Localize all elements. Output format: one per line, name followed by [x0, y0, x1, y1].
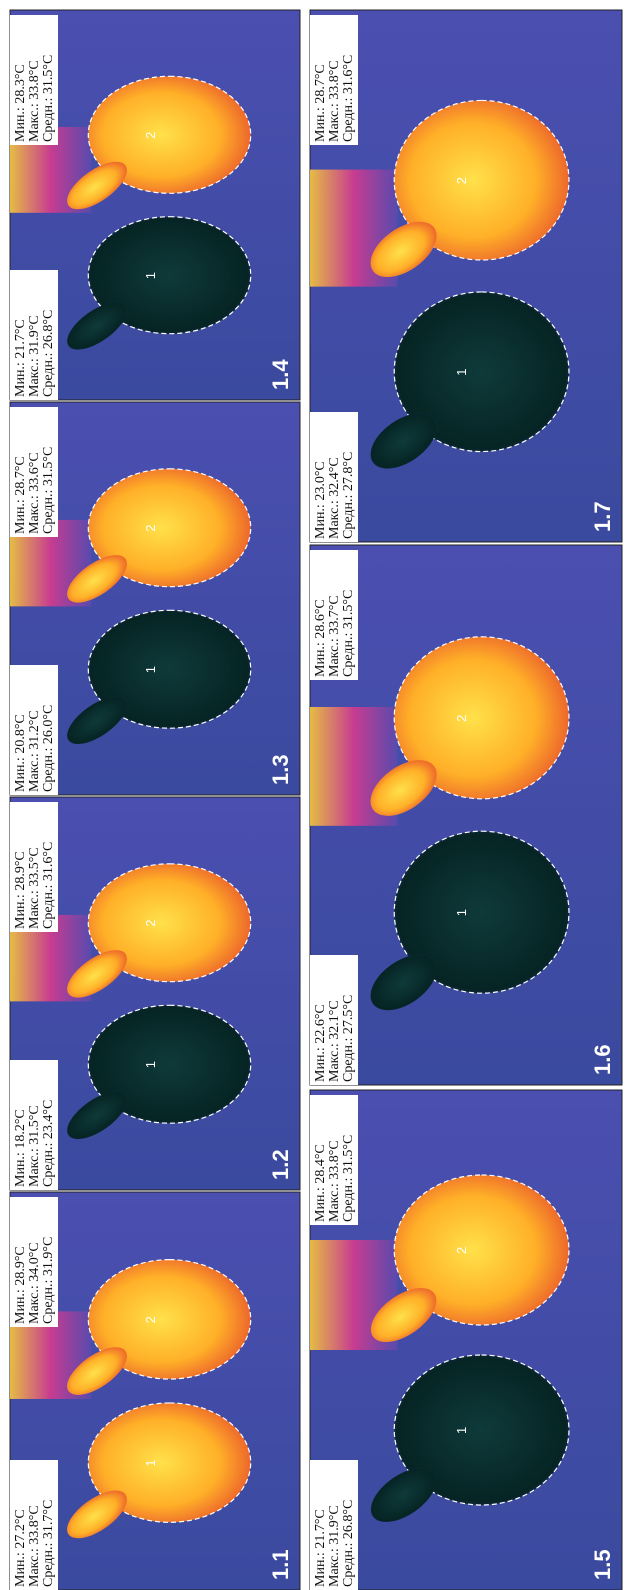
stat-line: Мин.: 28.3°C: [13, 64, 28, 142]
hand-number: 1: [143, 272, 158, 279]
stat-line: Макс.: 34.0°C: [27, 1242, 42, 1324]
hand-number: 1: [143, 1459, 158, 1466]
panel-label: 1.6: [590, 1044, 615, 1075]
stat-line: Средн.: 23.4°C: [41, 1100, 56, 1187]
stat-line: Мин.: 22.6°C: [313, 1004, 328, 1082]
stat-line: Макс.: 32.1°C: [327, 1000, 342, 1082]
stat-line: Средн.: 31.6°C: [341, 55, 356, 142]
hand-number: 2: [454, 177, 469, 184]
stat-line: Мин.: 28.7°C: [13, 456, 28, 534]
stat-line: Макс.: 33.8°C: [27, 60, 42, 142]
stat-line: Макс.: 33.8°C: [327, 1140, 342, 1222]
stat-line: Средн.: 31.5°C: [341, 590, 356, 677]
hand-number: 2: [454, 1247, 469, 1254]
stat-line: Макс.: 31.9°C: [27, 315, 42, 397]
hand-number: 2: [143, 920, 158, 927]
stat-line: Макс.: 31.9°C: [327, 1505, 342, 1587]
stat-line: Макс.: 33.7°C: [327, 595, 342, 677]
hand-number: 1: [143, 666, 158, 673]
hand-number: 2: [143, 525, 158, 532]
stat-line: Мин.: 20.8°C: [13, 714, 28, 792]
panel-label: 1.2: [268, 1149, 293, 1180]
stat-line: Мин.: 28.6°C: [313, 599, 328, 677]
stat-line: Средн.: 31.5°C: [341, 1135, 356, 1222]
stat-line: Макс.: 31.5°C: [27, 1105, 42, 1187]
figure: 1Мин.: 27.2°CМакс.: 33.8°CСредн.: 31.7°C…: [0, 0, 630, 1590]
stat-line: Средн.: 31.9°C: [41, 1237, 56, 1324]
stat-line: Средн.: 31.7°C: [41, 1500, 56, 1587]
panel-label: 1.3: [268, 754, 293, 785]
stat-line: Мин.: 21.7°C: [313, 1509, 328, 1587]
hand-number: 2: [143, 1316, 158, 1323]
stat-line: Мин.: 27.2°C: [13, 1509, 28, 1587]
stat-line: Средн.: 27.5°C: [341, 995, 356, 1082]
stat-line: Средн.: 26.8°C: [341, 1500, 356, 1587]
panel-label: 1.7: [590, 501, 615, 532]
hand-number: 1: [454, 1427, 469, 1434]
stat-line: Средн.: 31.5°C: [41, 447, 56, 534]
stat-line: Мин.: 28.9°C: [13, 851, 28, 929]
hand-number: 1: [454, 909, 469, 916]
hand-number: 2: [454, 715, 469, 722]
hand-number: 2: [143, 132, 158, 139]
panel-label: 1.4: [268, 359, 293, 390]
stat-line: Макс.: 32.4°C: [327, 457, 342, 539]
stat-line: Средн.: 27.8°C: [341, 452, 356, 539]
stat-line: Средн.: 26.0°C: [41, 705, 56, 792]
hand-number: 1: [454, 369, 469, 376]
stat-line: Макс.: 33.8°C: [27, 1505, 42, 1587]
stat-line: Макс.: 33.6°C: [27, 452, 42, 534]
stat-line: Мин.: 28.4°C: [313, 1144, 328, 1222]
stat-line: Макс.: 33.5°C: [27, 847, 42, 929]
stat-line: Средн.: 31.5°C: [41, 55, 56, 142]
stat-line: Мин.: 18.2°C: [13, 1109, 28, 1187]
stat-line: Мин.: 28.7°C: [313, 64, 328, 142]
panel: 1 Мин.: 20.8°CМакс.: 31.2°CСредн.: 26.0°C…: [10, 402, 300, 795]
stat-line: Мин.: 23.0°C: [313, 461, 328, 539]
hand-number: 1: [143, 1061, 158, 1068]
page: {"panels": [ {"label": "1.1", "hands": […: [0, 0, 630, 1590]
panel-label: 1.1: [268, 1549, 293, 1580]
stat-line: Макс.: 33.8°C: [327, 60, 342, 142]
stat-line: Макс.: 31.2°C: [27, 710, 42, 792]
stat-line: Мин.: 21.7°C: [13, 319, 28, 397]
stat-line: Средн.: 31.6°C: [41, 842, 56, 929]
stat-line: Средн.: 26.8°C: [41, 310, 56, 397]
stat-line: Мин.: 28.9°C: [13, 1246, 28, 1324]
panel: 1 Мин.: 27.2°CМакс.: 33.8°CСредн.: 31.7°C…: [10, 1192, 300, 1590]
panel-label: 1.5: [590, 1549, 615, 1580]
